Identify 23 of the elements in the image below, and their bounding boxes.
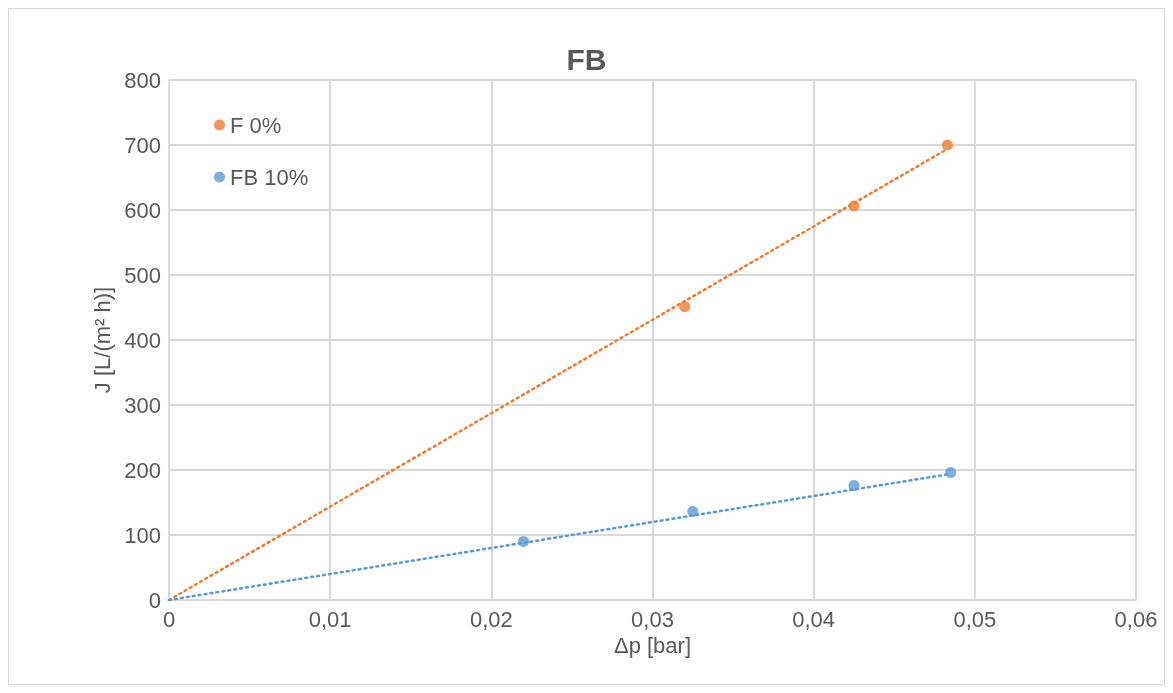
legend-label: FB 10% [230,164,309,190]
point [679,301,691,313]
y-axis-title: J [L/(m² h)] [89,286,115,394]
y-tick-label: 0 [148,587,161,613]
x-tick-label: 0,02 [469,606,513,632]
y-tick-label: 300 [124,392,161,418]
y-tick-label: 200 [124,457,161,483]
x-tick-label: 0,04 [792,606,836,632]
y-tick-label: 800 [124,67,161,93]
y-tick-label: 500 [124,262,161,288]
y-tick-label: 400 [124,327,161,353]
x-tick-label: 0,03 [631,606,674,632]
point [945,467,957,479]
legend-label: F 0% [230,112,282,138]
chart-title: FB [566,42,607,76]
y-tick-label: 700 [124,132,161,158]
x-tick-label: 0,06 [1114,606,1158,632]
y-tick-label: 600 [124,197,161,223]
x-axis-title: Δp [bar] [613,633,692,659]
y-tick-label: 100 [124,522,161,548]
x-tick-label: 0,01 [308,606,352,632]
x-tick-label: 0,05 [953,606,997,632]
point [941,139,953,151]
